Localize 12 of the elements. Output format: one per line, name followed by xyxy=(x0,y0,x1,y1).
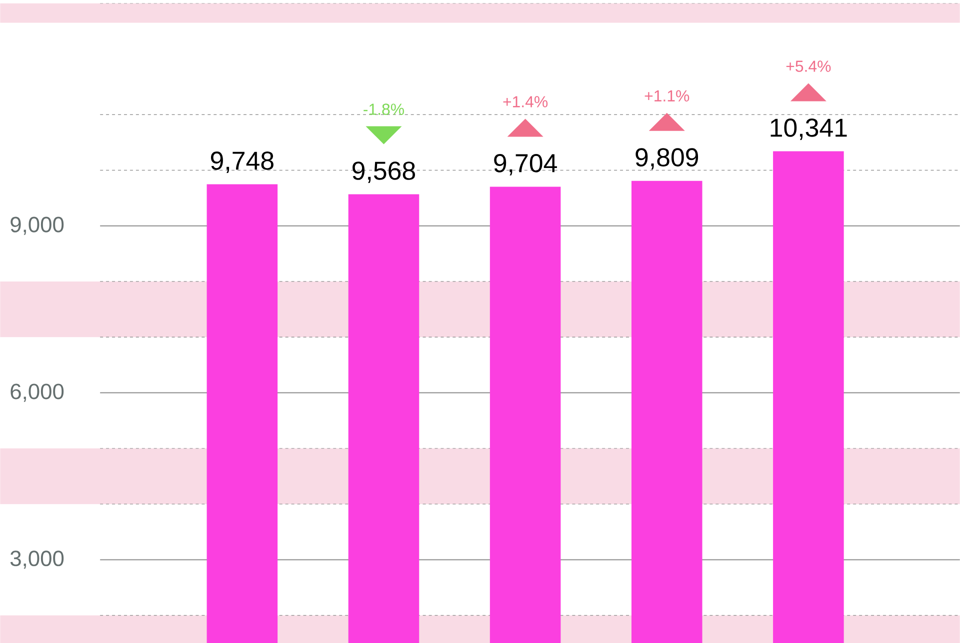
annotation: +1.4% xyxy=(503,96,548,108)
y-tick-label: 9,000 xyxy=(10,216,64,235)
data-label: 9,748 xyxy=(210,151,274,173)
data-label: 10,341 xyxy=(770,118,847,140)
annotation: +5.4% xyxy=(786,60,831,72)
annotation: +1.1% xyxy=(644,90,690,102)
data-label: 9,704 xyxy=(494,154,557,176)
y-tick-label: 6,000 xyxy=(10,384,64,402)
data-label: 9,809 xyxy=(636,148,698,170)
y-tick-label: 3,000 xyxy=(10,550,64,569)
annotation: -1.8% xyxy=(364,104,404,115)
data-label: 9,568 xyxy=(352,161,416,183)
